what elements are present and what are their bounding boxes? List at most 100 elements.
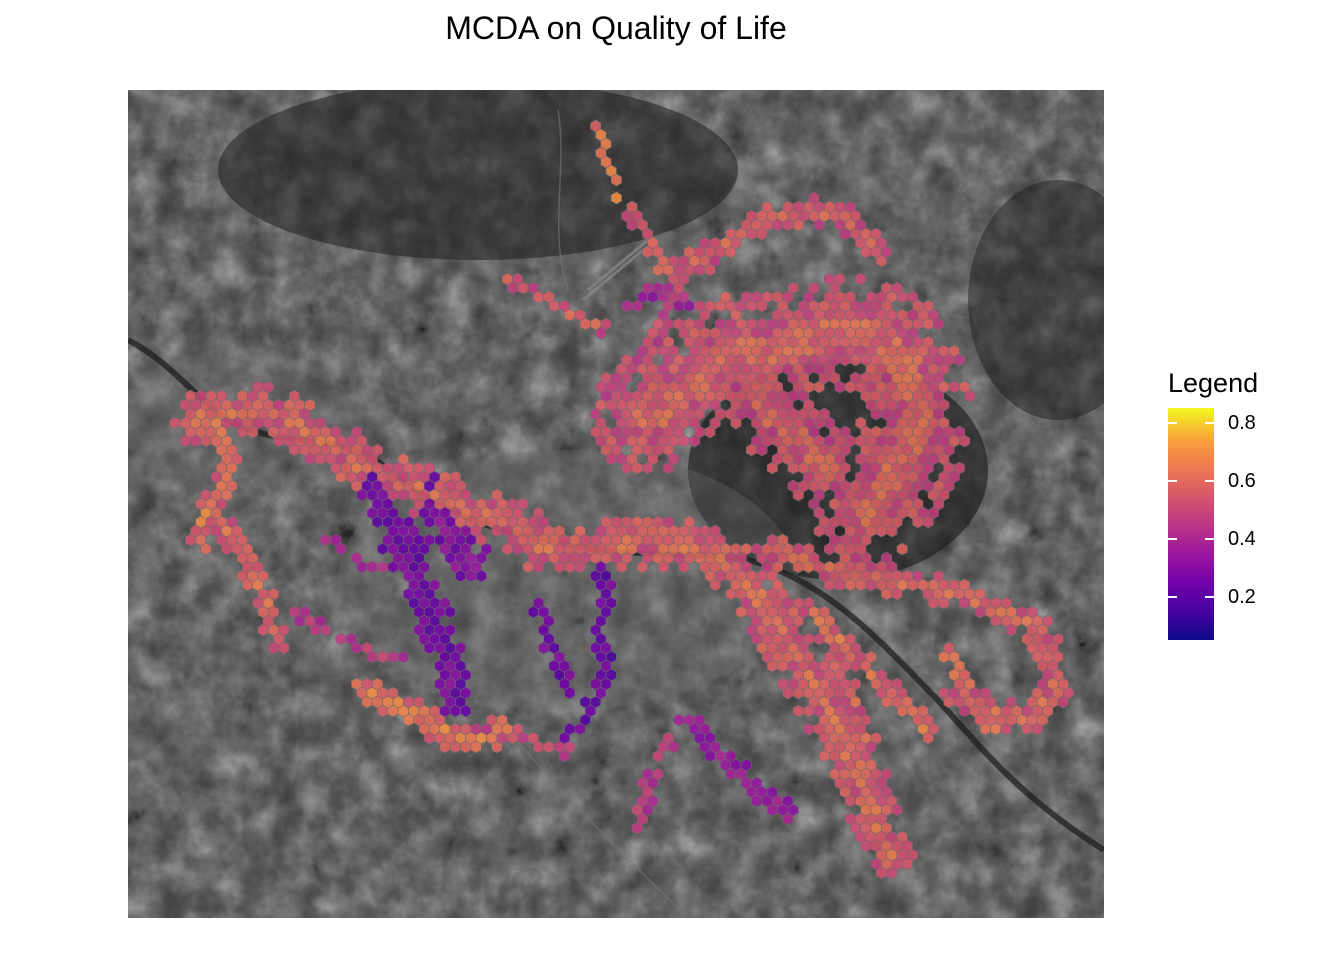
hex-cell bbox=[294, 614, 305, 628]
hex-cell bbox=[673, 299, 685, 313]
satellite-map[interactable] bbox=[128, 90, 1104, 918]
hex-cell bbox=[221, 542, 233, 556]
hex-cell bbox=[257, 623, 269, 637]
hex-cell bbox=[938, 650, 950, 664]
hex-cell bbox=[527, 605, 539, 619]
hex-cell bbox=[361, 695, 373, 709]
hex-cell bbox=[875, 524, 887, 538]
hex-cell bbox=[574, 722, 586, 736]
hex-cell bbox=[1031, 722, 1043, 736]
hex-cell bbox=[533, 560, 544, 574]
hex-cell bbox=[959, 596, 971, 610]
hex-cell bbox=[439, 740, 451, 754]
hex-cell bbox=[553, 560, 565, 574]
hex-cell bbox=[792, 488, 804, 502]
hex-cell bbox=[631, 299, 643, 313]
hex-cell bbox=[922, 731, 934, 745]
hex-cell bbox=[631, 461, 643, 475]
hex-cell bbox=[746, 299, 757, 313]
hex-cell bbox=[356, 488, 368, 502]
hex-cell bbox=[907, 578, 919, 592]
hex-cell bbox=[444, 605, 456, 619]
hex-cell bbox=[735, 605, 747, 619]
hex-cell bbox=[501, 542, 513, 556]
hex-cell bbox=[855, 578, 867, 592]
hex-cell bbox=[616, 560, 628, 574]
hex-cell bbox=[850, 353, 861, 367]
hex-cell bbox=[891, 587, 903, 601]
hex-cell bbox=[896, 704, 908, 718]
map-title: MCDA on Quality of Life bbox=[445, 10, 787, 46]
hex-cell bbox=[777, 659, 789, 673]
hex-cell bbox=[543, 740, 555, 754]
hex-cell bbox=[974, 605, 986, 619]
hex-cell bbox=[647, 290, 659, 304]
hex-cell bbox=[636, 560, 648, 574]
hex-cell bbox=[948, 380, 960, 394]
map-canvas bbox=[128, 90, 1104, 918]
hex-cell bbox=[491, 740, 503, 754]
hex-cell bbox=[621, 299, 633, 313]
hex-cell bbox=[169, 416, 181, 430]
hex-cell bbox=[792, 560, 804, 574]
hex-cell bbox=[813, 524, 825, 538]
hex-cell bbox=[662, 461, 674, 475]
hex-cell bbox=[678, 560, 690, 574]
hex-cell bbox=[870, 407, 882, 421]
hex-cell bbox=[860, 839, 872, 853]
hex-cell bbox=[652, 749, 664, 763]
hex-cell bbox=[642, 245, 654, 259]
hex-cell bbox=[766, 659, 778, 673]
hex-cell bbox=[751, 794, 763, 808]
hex-cell bbox=[824, 542, 835, 556]
hex-cell bbox=[704, 749, 716, 763]
hex-cell bbox=[304, 452, 316, 466]
hex-cell bbox=[927, 596, 939, 610]
hex-cell bbox=[548, 299, 560, 313]
hex-cell bbox=[938, 596, 950, 610]
hex-cell bbox=[533, 290, 544, 304]
legend-tick-label: 0.8 bbox=[1228, 411, 1256, 434]
hex-cell bbox=[803, 722, 815, 736]
hex-cell bbox=[709, 578, 721, 592]
hex-cell bbox=[678, 434, 690, 448]
hex-cell bbox=[574, 560, 586, 574]
hex-cell bbox=[912, 515, 924, 529]
hex-cell bbox=[803, 560, 815, 574]
hex-cell bbox=[959, 434, 971, 448]
hex-cell bbox=[309, 623, 321, 637]
hex-cell bbox=[642, 461, 654, 475]
hex-cell bbox=[901, 857, 913, 871]
hex-cell bbox=[725, 767, 737, 781]
hex-cell bbox=[564, 686, 576, 700]
hex-cell bbox=[881, 695, 893, 709]
legend-colorbar bbox=[1168, 408, 1214, 640]
hex-cell bbox=[782, 218, 794, 232]
hex-cell bbox=[964, 389, 976, 403]
hex-cell bbox=[1005, 623, 1017, 637]
hex-cell bbox=[387, 650, 399, 664]
hex-cell bbox=[891, 803, 903, 817]
hex-cell bbox=[460, 704, 472, 718]
hex-cell bbox=[959, 704, 971, 718]
hex-cell bbox=[423, 641, 435, 655]
hex-cell bbox=[990, 722, 1002, 736]
hex-cell bbox=[179, 434, 191, 448]
hex-cell bbox=[766, 803, 778, 817]
hex-cell bbox=[979, 722, 991, 736]
hex-cell bbox=[766, 461, 778, 475]
hex-cell bbox=[756, 443, 768, 457]
hex-cell bbox=[730, 416, 742, 430]
hex-cell bbox=[803, 704, 815, 718]
hex-cell bbox=[247, 425, 259, 439]
hex-cell bbox=[507, 731, 518, 745]
hex-cell bbox=[668, 740, 680, 754]
hex-cell bbox=[522, 560, 534, 574]
legend: Legend 0.2 0.4 0.6 0.8 bbox=[1166, 368, 1286, 658]
hex-cell bbox=[377, 560, 389, 574]
hex-cell bbox=[564, 560, 576, 574]
hex-cell bbox=[813, 218, 825, 232]
hex-cell bbox=[875, 866, 887, 880]
hex-cell bbox=[860, 245, 872, 259]
mcda-hex-cells bbox=[169, 119, 1074, 880]
